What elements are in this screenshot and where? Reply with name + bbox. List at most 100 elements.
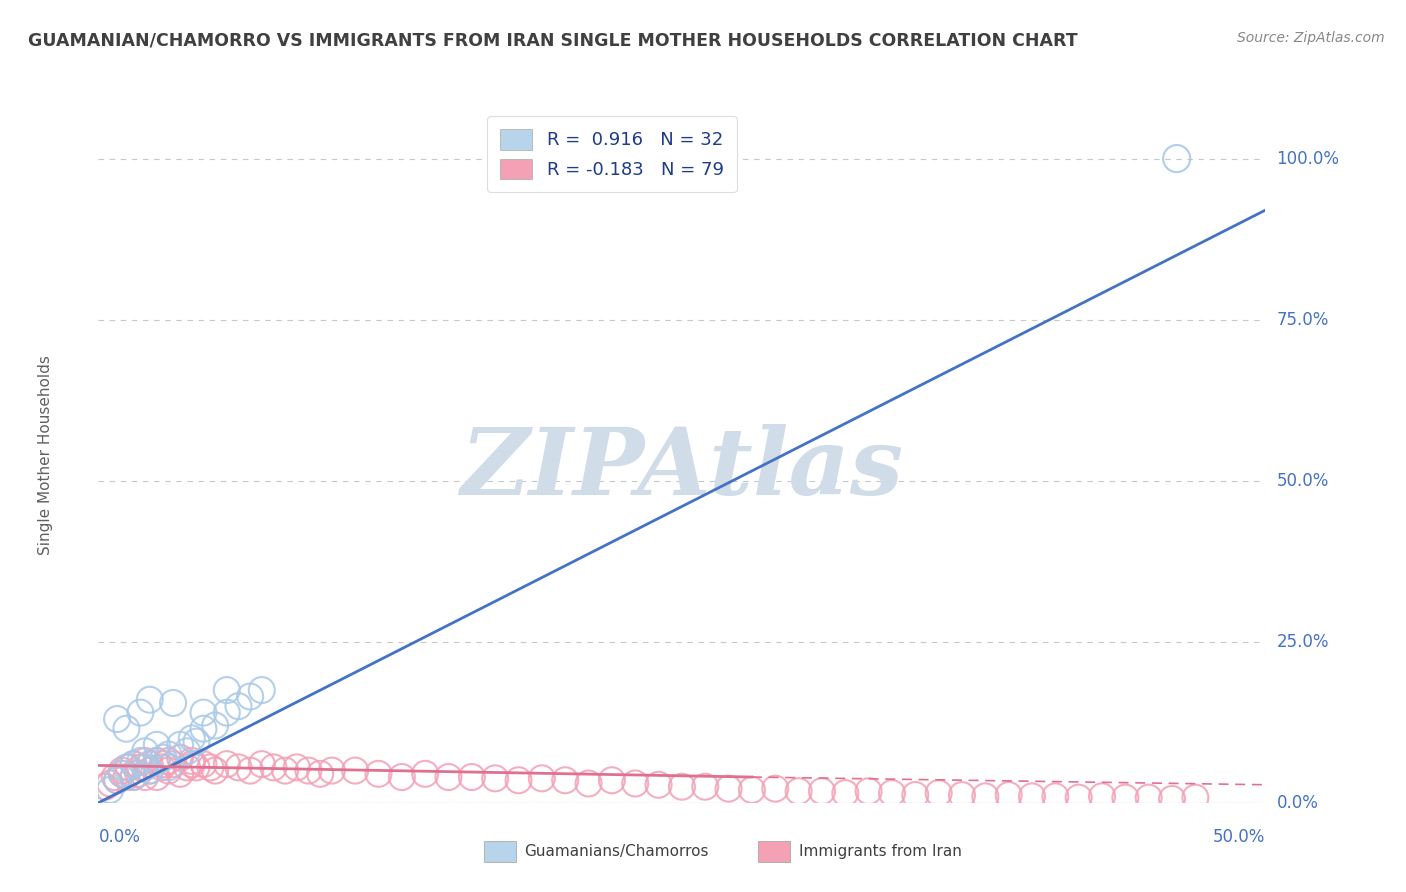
Point — [139, 692, 162, 706]
Point — [285, 760, 308, 774]
Point — [180, 754, 202, 768]
Point — [157, 754, 180, 768]
Point — [437, 770, 460, 784]
Point — [129, 760, 152, 774]
Point — [105, 773, 128, 788]
Point — [215, 683, 238, 698]
Text: 100.0%: 100.0% — [1277, 150, 1340, 168]
FancyBboxPatch shape — [758, 841, 790, 862]
Point — [152, 757, 174, 772]
Point — [134, 744, 156, 758]
Point — [239, 764, 262, 778]
Point — [193, 757, 215, 772]
Point — [104, 770, 127, 784]
Text: Single Mother Households: Single Mother Households — [38, 355, 53, 555]
Point — [176, 744, 198, 758]
Point — [228, 699, 250, 714]
Point — [717, 781, 740, 796]
Point — [186, 734, 208, 748]
Point — [111, 767, 134, 781]
Point — [200, 760, 222, 774]
Point — [215, 757, 238, 772]
Point — [180, 731, 202, 746]
Point — [858, 784, 880, 798]
Point — [127, 767, 149, 781]
Legend: R =  0.916   N = 32, R = -0.183   N = 79: R = 0.916 N = 32, R = -0.183 N = 79 — [488, 116, 737, 192]
Point — [129, 754, 152, 768]
Point — [834, 786, 856, 800]
Text: 50.0%: 50.0% — [1277, 472, 1329, 490]
Point — [321, 764, 343, 778]
Point — [204, 764, 226, 778]
Point — [1114, 790, 1136, 805]
Point — [115, 770, 138, 784]
Point — [215, 706, 238, 720]
Point — [530, 772, 553, 786]
Text: ZIPAtlas: ZIPAtlas — [460, 424, 904, 514]
Point — [176, 760, 198, 774]
Point — [180, 757, 202, 772]
Point — [157, 760, 180, 774]
Point — [1184, 790, 1206, 805]
Point — [129, 706, 152, 720]
Point — [1045, 789, 1067, 804]
Point — [111, 764, 134, 778]
Point — [1067, 790, 1090, 805]
Point — [274, 764, 297, 778]
Point — [162, 696, 184, 710]
Point — [1021, 789, 1043, 804]
Point — [1137, 790, 1160, 805]
Point — [105, 773, 128, 788]
Point — [134, 770, 156, 784]
Point — [118, 760, 141, 774]
Point — [139, 764, 162, 778]
Point — [239, 690, 262, 704]
Text: 0.0%: 0.0% — [98, 828, 141, 846]
Point — [228, 760, 250, 774]
Point — [367, 767, 389, 781]
Point — [695, 780, 717, 794]
Point — [152, 750, 174, 764]
Point — [186, 760, 208, 774]
Point — [413, 767, 436, 781]
FancyBboxPatch shape — [484, 841, 516, 862]
Point — [787, 784, 810, 798]
Point — [309, 767, 332, 781]
Text: 0.0%: 0.0% — [1277, 794, 1319, 812]
Point — [146, 754, 169, 768]
Point — [150, 760, 173, 774]
Point — [122, 770, 145, 784]
Point — [146, 738, 169, 752]
Point — [204, 718, 226, 732]
Point — [94, 780, 117, 794]
Point — [193, 706, 215, 720]
Text: 75.0%: 75.0% — [1277, 310, 1329, 328]
Point — [169, 767, 191, 781]
Point — [578, 776, 600, 790]
Point — [122, 757, 145, 772]
Point — [671, 780, 693, 794]
Point — [139, 764, 162, 778]
Point — [115, 760, 138, 774]
Text: 25.0%: 25.0% — [1277, 632, 1329, 651]
Point — [122, 757, 145, 772]
Point — [250, 683, 273, 698]
Text: 50.0%: 50.0% — [1213, 828, 1265, 846]
Point — [484, 772, 506, 786]
Point — [146, 754, 169, 768]
Text: Source: ZipAtlas.com: Source: ZipAtlas.com — [1237, 31, 1385, 45]
Point — [811, 784, 834, 798]
Point — [391, 770, 413, 784]
Point — [997, 788, 1019, 802]
Point — [624, 776, 647, 790]
Point — [600, 773, 623, 788]
Point — [950, 788, 973, 802]
Point — [344, 764, 367, 778]
Point — [880, 786, 903, 800]
Point — [111, 767, 134, 781]
Point — [250, 757, 273, 772]
Point — [974, 789, 997, 804]
Point — [904, 788, 927, 802]
Point — [157, 747, 180, 762]
Point — [1166, 152, 1188, 166]
